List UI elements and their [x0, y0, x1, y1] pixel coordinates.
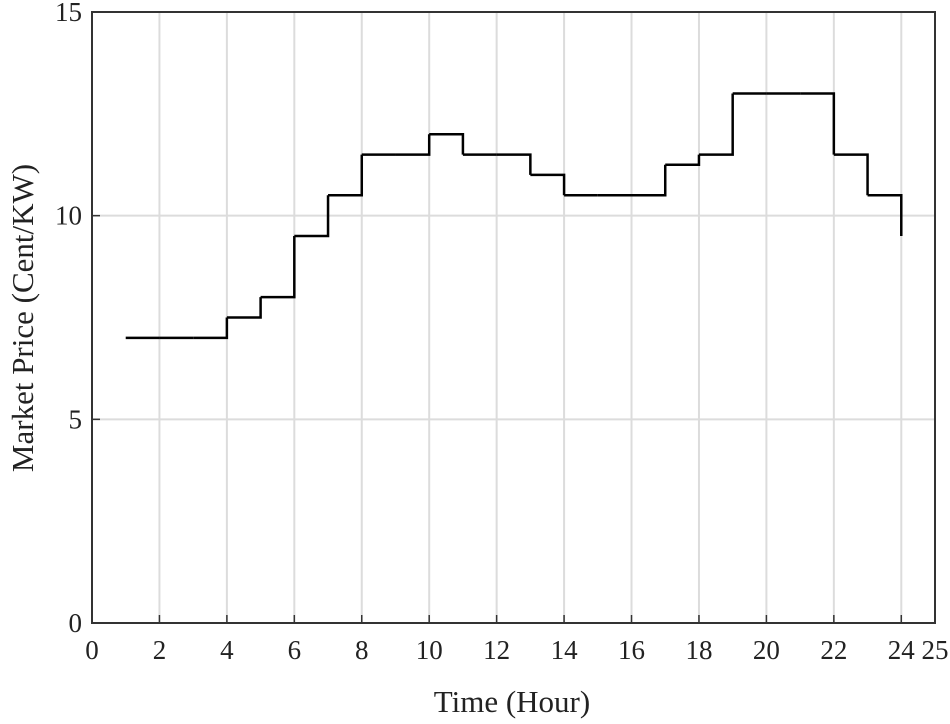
line-step: [631, 164, 667, 197]
x-tick-label: 16: [618, 635, 645, 665]
y-tick-label: 5: [69, 404, 83, 434]
x-axis-label: Time (Hour): [434, 684, 590, 719]
x-tick-label: 12: [483, 635, 510, 665]
x-tick-label: 24: [888, 635, 916, 665]
x-tick-label: 4: [220, 635, 234, 665]
line-step: [833, 153, 869, 196]
x-tick-label: 0: [85, 635, 99, 665]
line-step: [260, 236, 296, 299]
x-tick-label: 2: [153, 635, 167, 665]
line-step: [665, 154, 701, 166]
line-step: [395, 134, 431, 156]
y-tick-label: 10: [55, 201, 82, 231]
x-tick-label: 14: [551, 635, 579, 665]
y-tick-label: 0: [69, 608, 83, 638]
x-tick-label: 22: [820, 635, 847, 665]
line-step: [496, 153, 532, 175]
line-step: [867, 194, 903, 237]
x-tick-label: 25: [922, 635, 949, 665]
line-step: [698, 93, 734, 156]
line-step: [328, 154, 364, 197]
plot-frame: [91, 11, 936, 624]
y-axis-label: Market Price (Cent/KW): [5, 164, 40, 472]
line-step: [429, 132, 465, 155]
line-step: [226, 297, 262, 319]
x-tick-label: 8: [355, 635, 369, 665]
line-step: [294, 195, 330, 238]
y-tick-label: 15: [55, 0, 82, 27]
line-step: [800, 92, 836, 155]
line-step: [530, 173, 566, 196]
x-tick-label: 10: [416, 635, 443, 665]
x-tick-label: 18: [685, 635, 712, 665]
x-tick-label: 20: [753, 635, 780, 665]
line-step: [193, 317, 229, 340]
x-tick-label: 6: [288, 635, 302, 665]
